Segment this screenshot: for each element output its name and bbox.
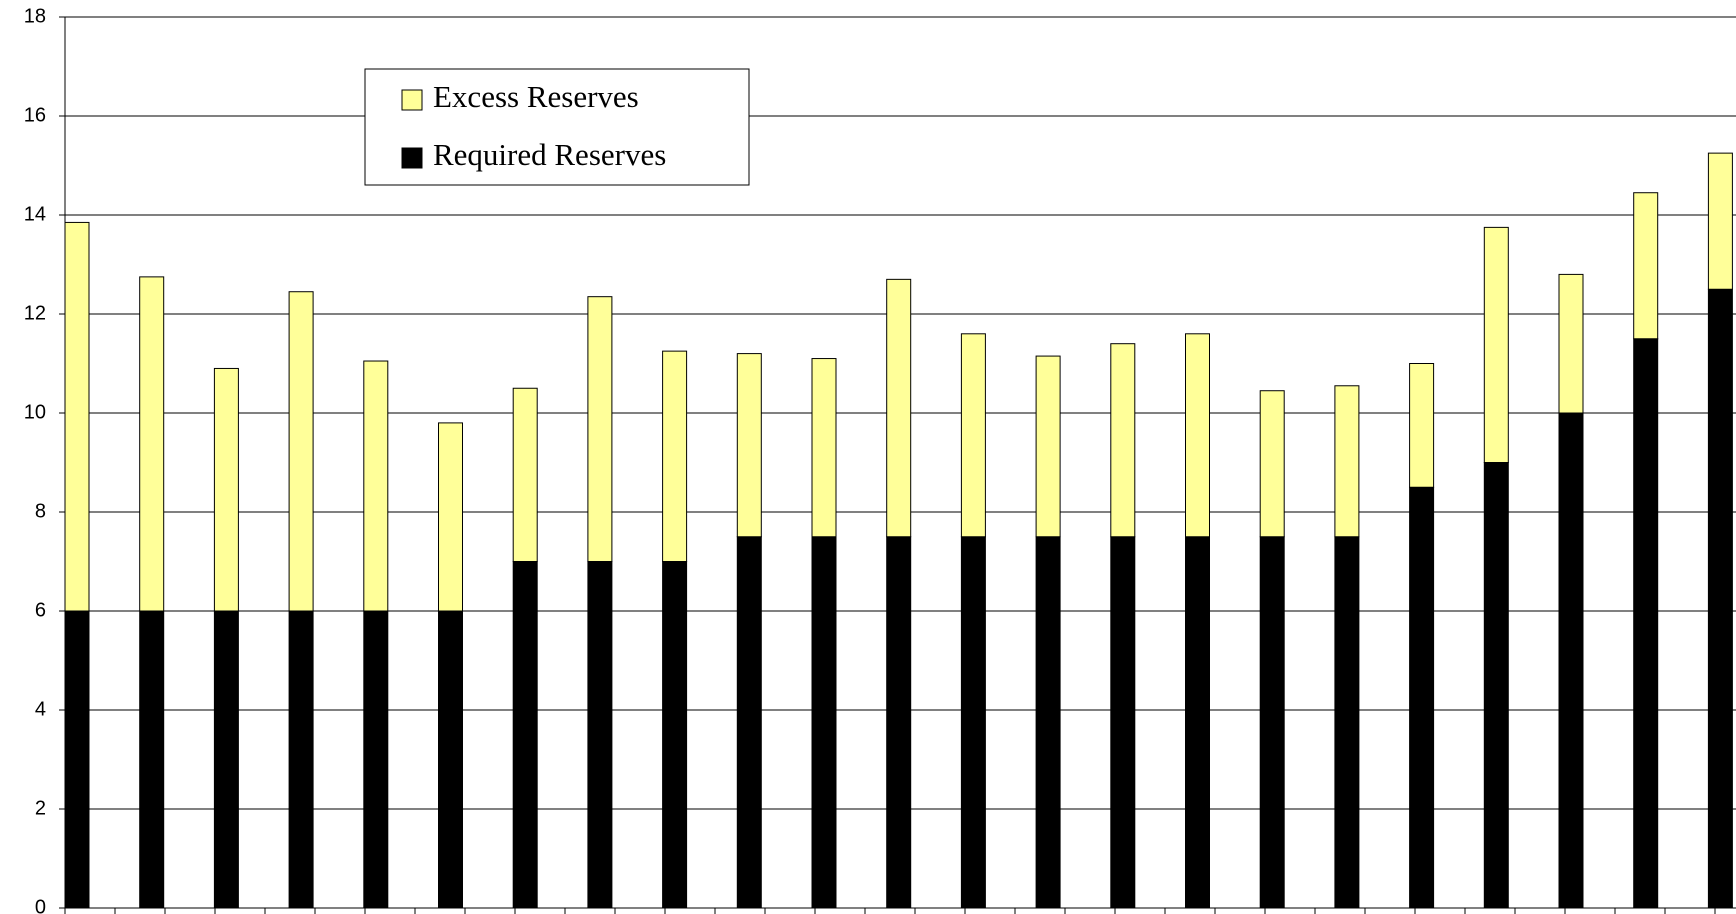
- y-tick-label: 10: [24, 401, 46, 423]
- bar-segment: [213, 610, 239, 909]
- legend-label: Excess Reserves: [433, 79, 639, 114]
- bar-segment: [1259, 390, 1285, 538]
- y-tick-label: 12: [24, 302, 46, 324]
- bar-segment: [1633, 192, 1659, 340]
- bar-segment: [960, 333, 986, 538]
- bar-segment: [587, 561, 613, 909]
- bar-segment: [587, 296, 613, 562]
- bar-segment: [139, 610, 165, 909]
- bar-segment: [64, 221, 90, 612]
- bar-segment: [363, 610, 389, 909]
- bar-segment: [736, 353, 762, 538]
- bar-segment: [438, 610, 463, 909]
- bar-segment: [1483, 226, 1509, 463]
- bar-segment: [64, 610, 90, 909]
- legend-swatch: [401, 89, 423, 111]
- bar-segment: [886, 536, 912, 909]
- y-tick-label: 14: [24, 203, 46, 225]
- bar-segment: [438, 422, 463, 612]
- bar-segment: [288, 291, 314, 612]
- bar-segment: [1110, 536, 1136, 909]
- bar-segment: [886, 278, 912, 538]
- bar-segment: [1334, 385, 1360, 538]
- y-tick-label: 4: [35, 698, 46, 720]
- bar-segment: [1707, 152, 1733, 290]
- bar-segment: [1259, 536, 1285, 909]
- bar-segment: [1707, 288, 1733, 909]
- bar-segment: [1409, 363, 1435, 488]
- legend-label: Required Reserves: [433, 137, 666, 172]
- bar-segment: [1185, 536, 1210, 909]
- legend-box: [364, 68, 750, 186]
- bar-segment: [1185, 333, 1210, 538]
- bar-segment: [1110, 343, 1136, 538]
- bar-segment: [512, 561, 538, 909]
- bar-segment: [363, 360, 389, 612]
- y-tick-label: 0: [35, 896, 46, 914]
- bar-segment: [1409, 486, 1435, 909]
- y-tick-label: 16: [24, 104, 46, 126]
- bar-segment: [1035, 355, 1061, 538]
- bar-segment: [811, 358, 837, 538]
- bar-segment: [139, 276, 165, 612]
- bar-segment: [1633, 338, 1659, 909]
- y-tick-label: 8: [35, 500, 46, 522]
- y-tick-label: 2: [35, 797, 46, 819]
- bar-segment: [662, 350, 688, 562]
- bar-segment: [811, 536, 837, 909]
- bar-segment: [960, 536, 986, 909]
- bar-segment: [288, 610, 314, 909]
- bar-segment: [213, 367, 239, 612]
- bar-segment: [1483, 462, 1509, 909]
- bar-segment: [1035, 536, 1061, 909]
- bar-segment: [1334, 536, 1360, 909]
- bar-segment: [736, 536, 762, 909]
- bar-segment: [1558, 412, 1584, 909]
- bar-segment: [662, 561, 688, 909]
- y-tick-label: 6: [35, 599, 46, 621]
- legend-swatch: [401, 147, 423, 169]
- bar-segment: [1558, 273, 1584, 414]
- y-tick-label: 18: [24, 5, 46, 27]
- bar-segment: [512, 387, 538, 562]
